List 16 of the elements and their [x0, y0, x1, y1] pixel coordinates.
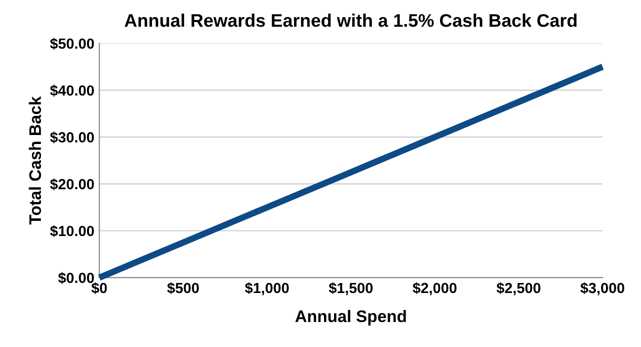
x-tick-label: $0	[91, 282, 107, 294]
chart-title: Annual Rewards Earned with a 1.5% Cash Back Card	[124, 14, 577, 27]
x-tick-label: $1,000	[244, 282, 289, 296]
x-tick-label: $2,000	[412, 282, 457, 296]
y-tick-label: $20.00	[50, 178, 94, 190]
y-tick-label: $10.00	[50, 225, 94, 238]
x-tick-label: $2,500	[496, 282, 540, 296]
y-tick-label: $0.00	[58, 272, 94, 284]
y-axis-title: Total Cash Back	[28, 96, 42, 225]
x-tick-label: $3,000	[580, 282, 624, 296]
y-tick-label: $40.00	[50, 84, 94, 97]
y-tick-label: $50.00	[50, 38, 94, 50]
y-tick-label: $30.00	[50, 132, 94, 144]
x-tick-label: $1,500	[328, 282, 373, 296]
x-axis-title: Annual Spend	[295, 310, 406, 326]
x-tick-label: $500	[167, 282, 199, 294]
